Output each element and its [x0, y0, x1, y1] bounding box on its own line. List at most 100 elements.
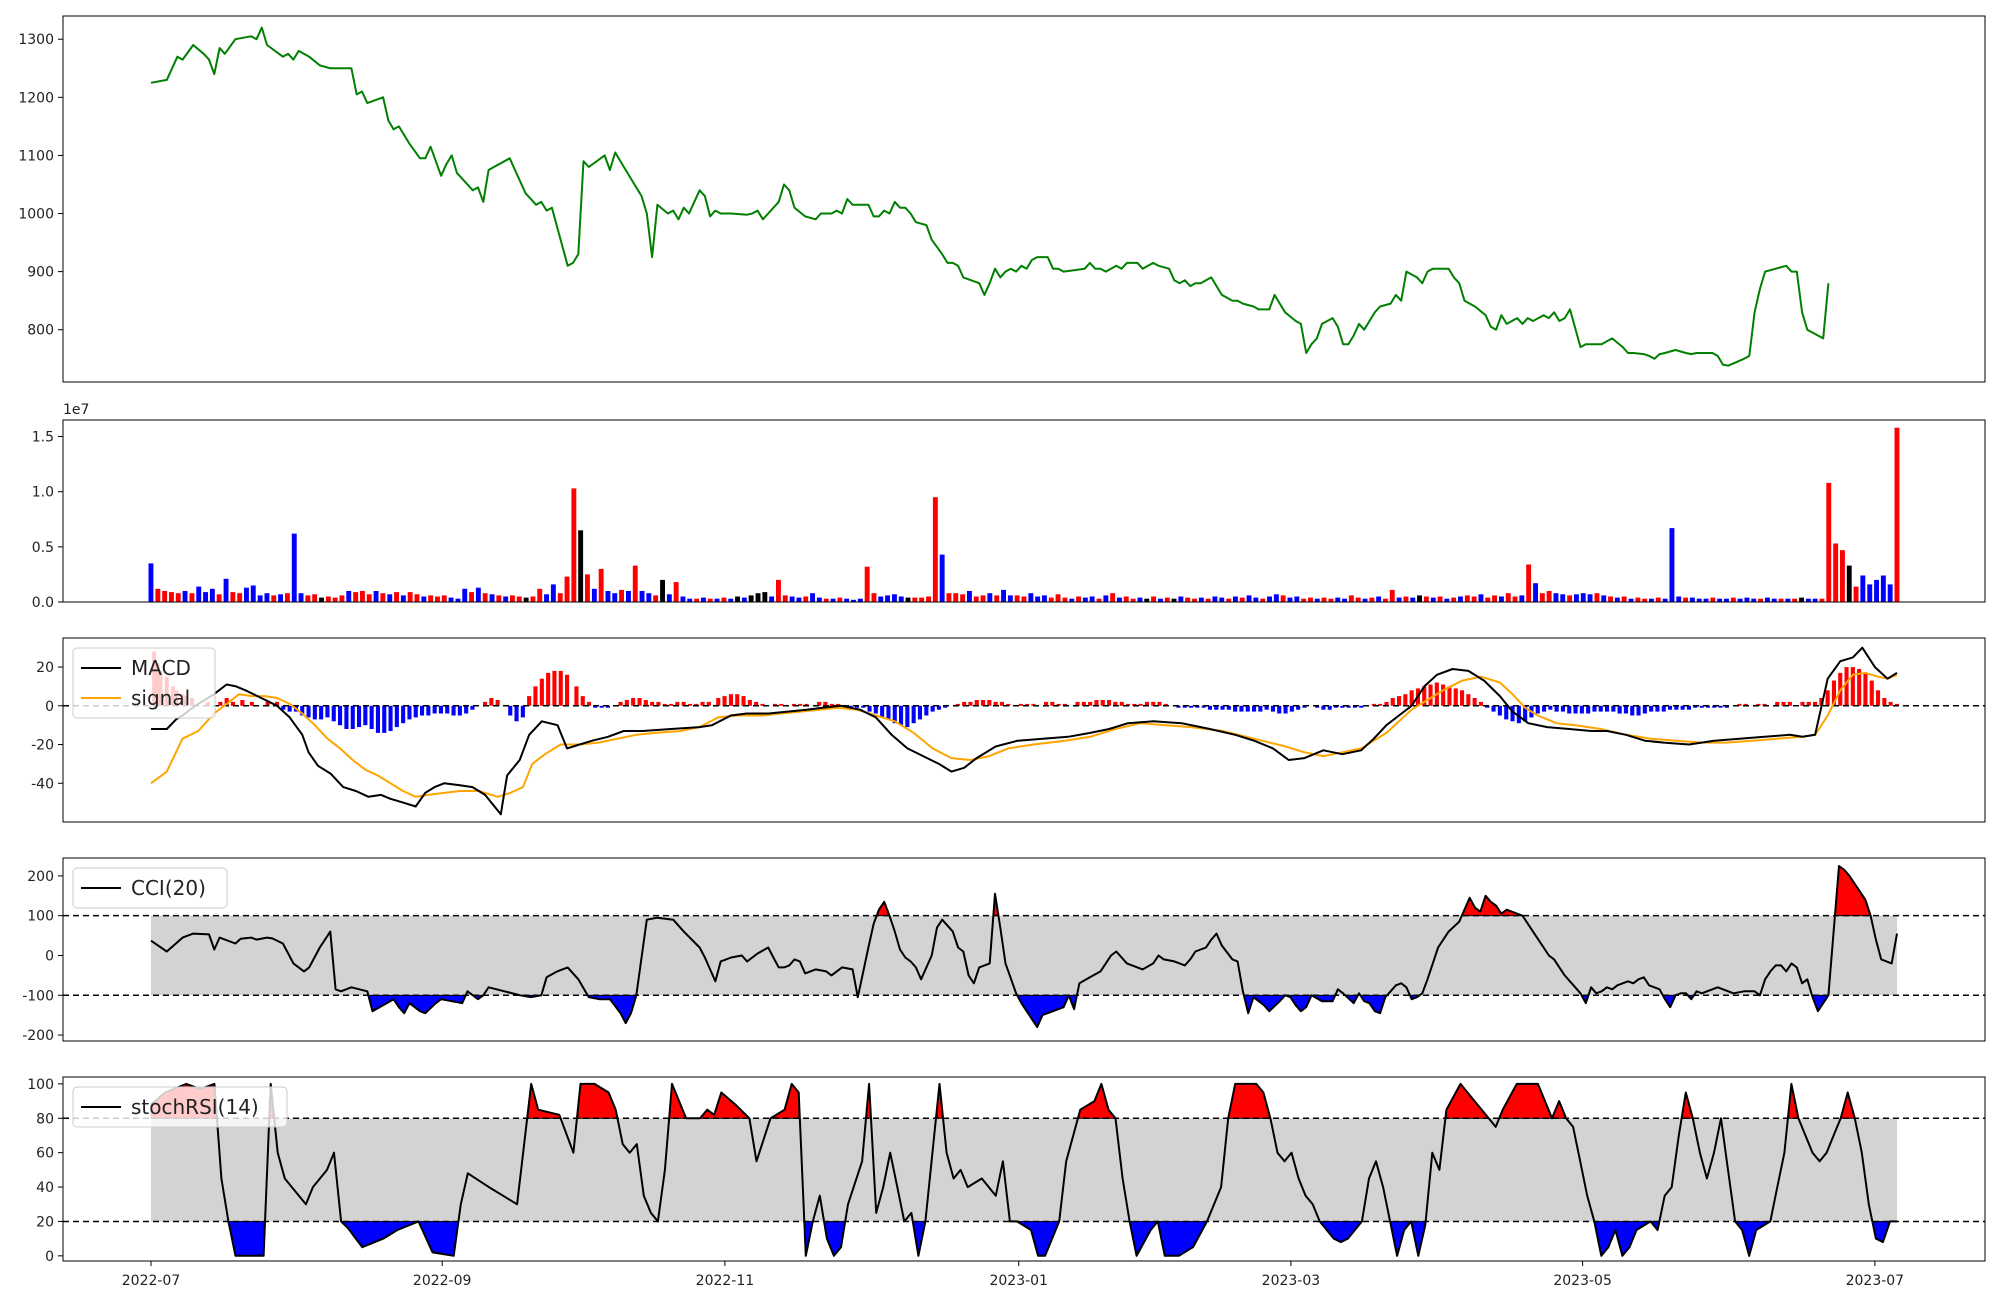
volume-bar [1594, 593, 1600, 602]
volume-bar [1853, 586, 1859, 602]
macd-histogram-bar [1182, 705, 1187, 708]
macd-histogram-bar [331, 705, 336, 722]
volume-bar [1342, 598, 1347, 602]
volume-bar [1007, 595, 1013, 602]
macd-histogram-bar [804, 703, 809, 706]
stochrsi-neutral-band [151, 1118, 1897, 1222]
macd-histogram-bar [426, 705, 431, 716]
macd-histogram-bar [880, 705, 885, 718]
volume-bar [182, 591, 188, 602]
macd-histogram-bar [520, 705, 525, 718]
volume-bar [1376, 596, 1382, 602]
macd-histogram-bar [240, 700, 245, 706]
volume-bar [994, 595, 1000, 602]
macd-histogram-bar [1857, 669, 1862, 706]
macd-histogram-bar [605, 705, 610, 708]
macd-histogram-bar [1649, 705, 1654, 712]
volume-bar [428, 595, 434, 602]
volume-bar [1662, 598, 1668, 602]
volume-bar [585, 574, 590, 602]
macd-histogram-bar [1895, 703, 1900, 706]
macd-histogram-bar [643, 700, 648, 706]
macd-histogram-bar [1233, 705, 1238, 712]
volume-bar [203, 592, 208, 602]
volume-bar [1328, 598, 1334, 602]
volume-bar [1117, 597, 1122, 602]
macd-histogram-bar [413, 705, 418, 718]
cci-ytick-label: -100 [22, 988, 54, 1004]
macd-histogram-bar [1384, 701, 1389, 706]
volume-bar [1267, 596, 1272, 602]
macd-histogram-bar [1409, 690, 1414, 706]
macd-histogram-bar [312, 705, 317, 720]
macd-histogram-bar [1163, 703, 1168, 706]
volume-bar [885, 595, 890, 602]
macd-histogram-bar [1428, 684, 1433, 706]
volume-bar [1280, 595, 1286, 602]
macd-histogram-bar [552, 670, 557, 706]
macd-histogram-bar [1018, 703, 1023, 706]
volume-bar [578, 530, 584, 602]
macd-histogram-bar [1642, 705, 1647, 714]
volume-bar [878, 596, 884, 602]
macd-histogram-bar [1207, 705, 1212, 710]
volume-bar [735, 596, 740, 602]
macd-histogram-bar [1201, 705, 1206, 708]
volume-bar [510, 595, 515, 602]
volume-bar [1171, 598, 1177, 602]
macd-histogram-bar [1315, 705, 1320, 708]
volume-bar [1478, 594, 1484, 602]
macd-histogram-bar [599, 705, 604, 708]
volume-bar [305, 595, 311, 602]
macd-histogram-bar [1554, 705, 1559, 712]
macd-histogram-bar [836, 703, 841, 706]
macd-histogram-bar [1031, 703, 1036, 706]
volume-bar [1696, 598, 1702, 602]
volume-bar [1580, 593, 1586, 602]
date-tick-label: 2022-07 [122, 1273, 181, 1289]
volume-bar [1212, 596, 1218, 602]
macd-histogram-bar [760, 703, 765, 706]
volume-bar [278, 594, 283, 602]
cci-ytick-label: 0 [45, 948, 54, 964]
volume-bar [721, 597, 727, 602]
macd-histogram-bar [451, 705, 456, 716]
cci-ytick-label: -200 [22, 1028, 54, 1044]
volume-bar [1574, 594, 1579, 602]
macd-histogram-bar [1680, 705, 1685, 710]
volume-bar [1348, 595, 1354, 602]
volume-bar [823, 598, 829, 602]
macd-histogram-bar [1825, 690, 1830, 706]
volume-bar [1260, 598, 1266, 602]
macd-histogram-bar [1302, 705, 1307, 708]
volume-ytick-label: 1.5 [32, 430, 54, 446]
volume-bar [1546, 591, 1552, 602]
macd-histogram-bar [631, 698, 636, 706]
price-axes-frame [62, 15, 1986, 383]
macd-histogram-bar [1252, 705, 1257, 712]
volume-bar [394, 592, 399, 602]
volume-bar [1471, 596, 1477, 602]
volume-bar [1628, 598, 1634, 602]
volume-bar [353, 592, 359, 602]
macd-histogram-bar [457, 705, 462, 716]
macd-histogram-bar [867, 705, 872, 712]
macd-histogram-bar [1712, 705, 1717, 708]
macd-histogram-bar [1151, 701, 1156, 706]
volume-bar [1539, 593, 1545, 602]
volume-bar [871, 593, 877, 602]
volume-bar [475, 587, 481, 602]
volume-bar [312, 594, 318, 602]
volume-bar [1710, 597, 1716, 602]
macd-histogram-bar [438, 705, 443, 714]
macd-histogram-bar [1264, 705, 1269, 710]
macd-histogram-bar [1560, 705, 1565, 712]
volume-bar [1396, 597, 1402, 602]
volume-bar [1130, 598, 1136, 602]
volume-bar [653, 595, 659, 602]
macd-histogram-bar [1044, 701, 1049, 706]
price-ytick-label: 1200 [18, 90, 54, 106]
volume-bar [516, 596, 522, 602]
volume-bar [271, 595, 277, 602]
